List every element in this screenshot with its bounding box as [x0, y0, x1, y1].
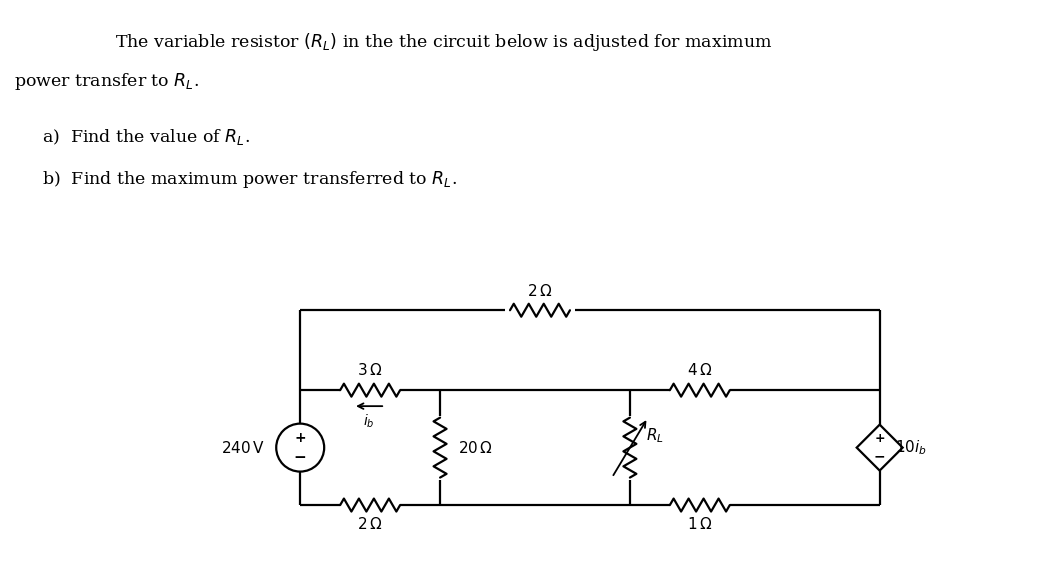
Text: $1\,\Omega$: $1\,\Omega$	[687, 516, 712, 532]
Text: a)  Find the value of $R_L$.: a) Find the value of $R_L$.	[42, 127, 249, 147]
Text: −: −	[294, 450, 307, 465]
Text: b)  Find the maximum power transferred to $R_L$.: b) Find the maximum power transferred to…	[42, 170, 457, 190]
Text: $4\,\Omega$: $4\,\Omega$	[687, 362, 712, 378]
Text: $240\,\mathrm{V}$: $240\,\mathrm{V}$	[221, 440, 265, 455]
Text: $2\,\Omega$: $2\,\Omega$	[528, 283, 553, 299]
Text: $i_b$: $i_b$	[363, 412, 374, 429]
Text: $2\,\Omega$: $2\,\Omega$	[358, 516, 383, 532]
Text: $R_L$: $R_L$	[646, 426, 663, 445]
Text: $3\,\Omega$: $3\,\Omega$	[358, 362, 383, 378]
Text: $10i_b$: $10i_b$	[895, 438, 926, 457]
Text: power transfer to $R_L$.: power transfer to $R_L$.	[14, 71, 198, 92]
Text: $20\,\Omega$: $20\,\Omega$	[458, 440, 493, 455]
Text: −: −	[874, 450, 886, 464]
Text: The variable resistor $(R_L)$ in the the circuit below is adjusted for maximum: The variable resistor $(R_L)$ in the the…	[115, 31, 772, 53]
Text: +: +	[294, 431, 306, 445]
Text: +: +	[874, 432, 884, 445]
